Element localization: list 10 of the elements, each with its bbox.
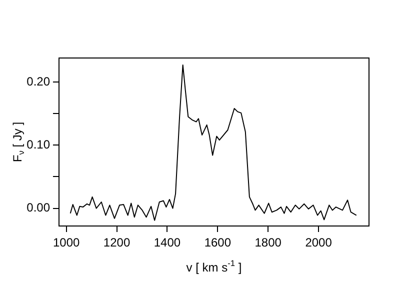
x-tick-label: 1600 (204, 236, 232, 250)
y-tick-label: 0.10 (26, 137, 50, 152)
y-axis-title: Fν [ Jy ] (10, 122, 26, 162)
y-tick-label: 0.20 (26, 74, 50, 88)
x-tick-label: 1000 (52, 236, 80, 250)
x-tick-label: 1200 (103, 236, 130, 250)
x-tick-label: 1400 (154, 236, 181, 250)
x-tick-label: 2000 (305, 236, 332, 250)
y-tick-label: 0.00 (26, 200, 50, 215)
x-tick-label: 1800 (254, 236, 282, 250)
